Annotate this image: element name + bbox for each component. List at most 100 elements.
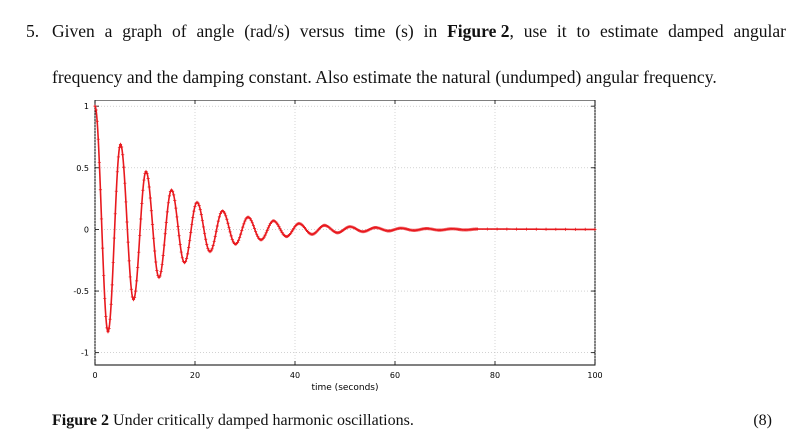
data-point — [189, 230, 193, 235]
data-point — [129, 287, 133, 291]
data-point — [564, 227, 568, 231]
data-point — [237, 238, 241, 242]
data-point — [534, 227, 538, 231]
x-tick-label: 60 — [390, 371, 400, 380]
data-point — [524, 227, 529, 231]
data-point — [200, 218, 205, 223]
y-tick-label: -1 — [81, 349, 89, 358]
data-point — [126, 240, 130, 244]
data-point — [133, 289, 138, 293]
data-point — [95, 119, 99, 123]
data-point — [260, 238, 262, 241]
question-word: estimate — [600, 21, 659, 41]
data-point — [142, 178, 146, 182]
data-point — [163, 232, 167, 236]
data-point — [515, 227, 519, 231]
data-point — [438, 229, 441, 232]
data-point — [554, 227, 558, 231]
data-point — [186, 252, 190, 256]
x-tick-label: 20 — [190, 371, 200, 380]
marks: (8) — [753, 412, 772, 429]
data-point — [97, 160, 101, 165]
data-point — [248, 217, 252, 221]
data-point — [202, 231, 207, 235]
data-point — [266, 226, 270, 230]
data-point — [127, 259, 131, 263]
data-point — [107, 330, 109, 333]
data-point — [198, 207, 202, 212]
data-point — [264, 231, 268, 235]
data-point — [158, 276, 160, 279]
data-point — [235, 240, 240, 244]
data-point — [206, 246, 210, 250]
data-point — [241, 225, 245, 229]
data-point — [94, 105, 96, 108]
data-point — [104, 315, 108, 319]
question-line-1-text: Given a graph of angle (rad/s) versus time (s) in… — [52, 8, 786, 54]
data-point — [215, 224, 219, 228]
data-point — [132, 295, 137, 300]
data-point — [158, 274, 162, 278]
data-point — [425, 227, 428, 230]
data-point — [177, 234, 181, 238]
data-point — [155, 268, 159, 272]
data-point — [276, 223, 280, 227]
data-point — [349, 225, 351, 228]
data-point — [166, 201, 170, 205]
data-point — [374, 226, 377, 229]
data-point — [149, 209, 154, 213]
data-point — [164, 220, 168, 225]
data-point — [109, 302, 113, 306]
question-number: 5. — [26, 21, 40, 41]
data-point — [116, 155, 121, 159]
data-point — [210, 247, 214, 251]
data-point — [583, 227, 587, 232]
question-word: it — [556, 21, 567, 41]
data-point — [148, 196, 152, 200]
data-point — [256, 234, 260, 239]
data-point — [213, 234, 217, 239]
x-tick-label: 100 — [587, 371, 602, 380]
data-point — [175, 215, 179, 219]
data-point — [253, 229, 258, 234]
data-point — [323, 224, 326, 227]
data-point — [267, 223, 271, 228]
data-point — [238, 235, 242, 240]
data-point — [190, 223, 194, 227]
data-point — [226, 221, 230, 225]
data-point — [176, 224, 180, 228]
question-text: 5. Given a graph of angle (rad/s) versus time (s… — [26, 8, 786, 100]
data-point — [151, 236, 156, 240]
y-tick-label: 0 — [84, 225, 89, 234]
data-point — [311, 233, 313, 236]
data-point — [255, 232, 259, 236]
data-point — [96, 137, 100, 141]
data-point — [234, 243, 237, 246]
data-point — [146, 176, 150, 181]
data-point — [165, 210, 169, 214]
data-point — [505, 227, 509, 231]
data-point — [205, 242, 209, 246]
data-point — [187, 246, 191, 250]
data-point — [218, 212, 223, 216]
data-point — [400, 227, 402, 230]
data-point — [108, 317, 112, 321]
data-point — [160, 263, 164, 267]
data-point — [136, 266, 140, 270]
y-tick-label: 0.5 — [76, 164, 89, 173]
question-word: versus — [299, 21, 345, 41]
data-point — [184, 257, 189, 261]
question-word: angular — [733, 21, 786, 41]
data-point — [162, 243, 166, 247]
data-point — [117, 145, 122, 150]
data-point — [224, 214, 228, 218]
data-point — [239, 232, 243, 236]
data-point — [214, 229, 218, 233]
data-point — [228, 230, 232, 234]
data-point — [476, 228, 479, 230]
data-point — [137, 250, 141, 254]
plot-frame — [94, 99, 596, 366]
data-point — [413, 229, 415, 232]
data-point — [451, 227, 453, 230]
data-point — [143, 172, 147, 176]
